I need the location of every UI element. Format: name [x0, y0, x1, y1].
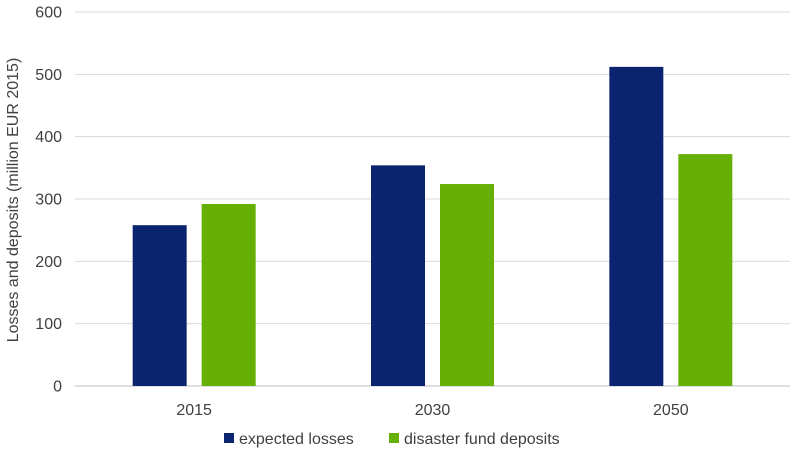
- y-tick-label: 300: [35, 192, 62, 209]
- x-axis-ticks: 2015 2030 2050: [176, 402, 688, 419]
- y-axis-label: Losses and deposits (million EUR 2015): [5, 58, 22, 343]
- x-tick-label: 2015: [176, 402, 212, 419]
- y-tick-label: 400: [35, 129, 62, 146]
- x-tick-label: 2050: [653, 402, 689, 419]
- legend-label: disaster fund deposits: [404, 431, 560, 448]
- legend-swatch: [224, 433, 234, 443]
- y-axis-ticks: 0 100 200 300 400 500 600: [35, 5, 62, 396]
- bar-disaster-fund-deposits-2015: [201, 203, 256, 386]
- x-tick-label: 2030: [415, 402, 451, 419]
- bar-expected-losses-2015: [132, 225, 187, 386]
- y-tick-label: 600: [35, 5, 62, 22]
- y-tick-label: 100: [35, 316, 62, 333]
- bar-expected-losses-2030: [371, 165, 425, 386]
- y-tick-label: 200: [35, 254, 62, 271]
- legend-label: expected losses: [239, 431, 354, 448]
- gridlines: [75, 11, 790, 387]
- y-tick-label: 0: [53, 379, 62, 396]
- legend: expected losses disaster fund deposits: [224, 431, 560, 448]
- bar-disaster-fund-deposits-2050: [678, 154, 733, 386]
- bars: [132, 66, 733, 386]
- bar-disaster-fund-deposits-2030: [440, 184, 494, 386]
- legend-swatch: [389, 433, 399, 443]
- y-tick-label: 500: [35, 67, 62, 84]
- bar-expected-losses-2050: [609, 66, 664, 386]
